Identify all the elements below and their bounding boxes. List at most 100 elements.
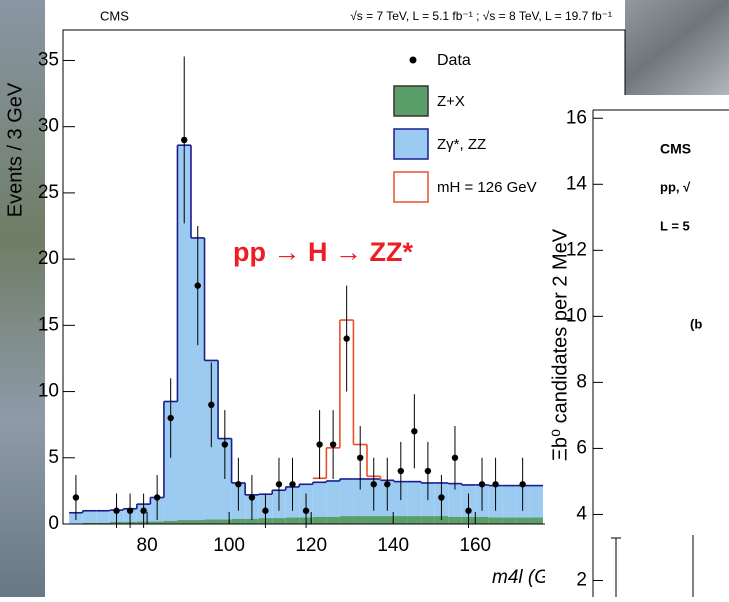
y-axis-label: Events / 3 GeV xyxy=(4,82,26,217)
y-tick-label: 14 xyxy=(566,173,588,194)
histogram-bar xyxy=(326,516,340,524)
histogram-bar xyxy=(353,478,367,517)
histogram-bar xyxy=(380,516,395,524)
histogram-bar xyxy=(82,510,97,523)
data-point xyxy=(275,481,283,488)
histogram-bar xyxy=(177,145,191,521)
histogram-bar xyxy=(190,520,205,524)
y-tick-label: 2 xyxy=(576,570,587,591)
y-tick-label: 25 xyxy=(38,182,59,203)
histogram-bar xyxy=(82,522,97,524)
data-point xyxy=(126,507,134,514)
data-point xyxy=(519,481,526,488)
data-point xyxy=(140,507,147,514)
histogram-bar xyxy=(326,480,340,517)
histogram-bar xyxy=(339,516,354,524)
legend-label: Zγ*, ZZ xyxy=(437,136,486,153)
histogram-bar xyxy=(448,516,462,524)
data-point xyxy=(329,441,337,448)
y-tick-label: 10 xyxy=(566,305,587,326)
data-point xyxy=(465,507,472,514)
histogram-bar xyxy=(163,401,178,521)
data-point xyxy=(370,481,377,488)
data-point xyxy=(221,441,229,448)
x-tick-label: 120 xyxy=(295,535,327,556)
histogram-bar xyxy=(339,478,354,517)
histogram-bar xyxy=(529,485,543,518)
experiment-label: CMS xyxy=(100,8,129,23)
chart-two: 2 4 6 8 10 12 14 16 Ξb⁰ candidates per 2 MeV CMS p… xyxy=(545,95,729,597)
histogram-bar xyxy=(204,519,219,524)
data-point xyxy=(451,454,459,461)
y-tick-label: 30 xyxy=(38,116,59,137)
legend-swatch xyxy=(393,85,429,117)
legend-swatch xyxy=(393,171,429,203)
y-tick-label: 5 xyxy=(48,447,59,468)
legend-marker xyxy=(409,56,417,64)
histogram-bar xyxy=(353,516,367,524)
histogram-bar xyxy=(150,521,164,524)
data-point xyxy=(397,467,405,475)
data-point xyxy=(167,414,174,422)
x-tick-label: 160 xyxy=(459,535,491,556)
data-point xyxy=(153,494,161,501)
data-point xyxy=(235,481,242,488)
histogram-bar xyxy=(407,516,422,524)
histogram-bar xyxy=(190,237,205,521)
data-point xyxy=(248,494,256,501)
data-point xyxy=(343,335,350,342)
data-point xyxy=(194,282,201,289)
histogram-bar xyxy=(529,517,543,524)
data-point xyxy=(478,481,486,488)
histogram-bar xyxy=(177,520,191,524)
x-tick-label: 140 xyxy=(377,535,409,556)
data-point xyxy=(289,481,296,488)
histogram-bar xyxy=(502,485,516,518)
y-tick-label: 15 xyxy=(38,314,59,335)
y-tick-label: 35 xyxy=(38,49,59,70)
y-tick-label: 4 xyxy=(576,503,587,524)
histogram-bar xyxy=(394,516,408,524)
data-point xyxy=(424,467,432,475)
histogram-bar xyxy=(502,517,516,524)
legend-swatch xyxy=(393,128,429,160)
data-point xyxy=(438,494,445,501)
histogram-bar xyxy=(218,519,232,524)
histogram-bar xyxy=(96,522,110,524)
annotation: pp → H → ZZ* xyxy=(233,237,413,267)
histogram-bar xyxy=(285,517,300,524)
data-point xyxy=(302,507,310,514)
y-tick-label: 0 xyxy=(48,513,59,534)
histogram-bar xyxy=(366,516,381,524)
y-tick-label: 6 xyxy=(576,437,587,458)
chart-panel xyxy=(545,95,729,597)
chart-one: 0 5 10 15 20 25 30 35 80 100 120 140 160 CMS √s = 7 Te… xyxy=(4,8,626,588)
y-tick-label: 10 xyxy=(38,381,59,402)
legend-label: Data xyxy=(437,52,471,69)
data-point xyxy=(316,441,323,448)
annotation: pp, √ xyxy=(660,179,691,194)
data-point xyxy=(181,136,188,144)
data-point xyxy=(113,507,120,514)
y-tick-label: 12 xyxy=(566,239,587,260)
legend-label: mH = 126 GeV xyxy=(437,179,537,196)
histogram-bar xyxy=(231,518,246,524)
annotation: (b xyxy=(690,316,702,331)
legend-label: Z+X xyxy=(437,93,465,110)
histogram-bar xyxy=(245,518,259,524)
y-tick-label: 8 xyxy=(576,371,587,392)
histogram-bar xyxy=(448,483,462,517)
histogram-bar xyxy=(272,518,286,524)
histogram-bar xyxy=(488,517,503,524)
annotation: CMS xyxy=(660,141,691,157)
data-point xyxy=(262,507,269,514)
histogram-bar xyxy=(312,516,327,524)
y-tick-label: 16 xyxy=(566,107,587,128)
histogram-bar xyxy=(421,516,435,524)
data-point xyxy=(208,401,215,409)
y-tick-label: 20 xyxy=(38,248,59,269)
data-point xyxy=(72,494,80,501)
x-tick-label: 100 xyxy=(213,535,245,556)
